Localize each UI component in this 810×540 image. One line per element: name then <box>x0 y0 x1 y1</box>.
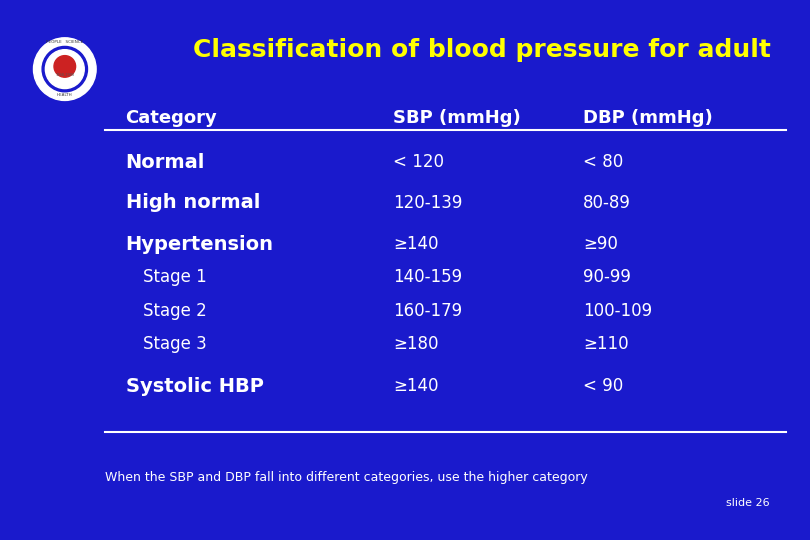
Text: ≥140: ≥140 <box>393 377 438 395</box>
Text: HEALTH: HEALTH <box>57 93 73 97</box>
Text: 160-179: 160-179 <box>393 301 462 320</box>
Text: ≥140: ≥140 <box>393 235 438 253</box>
Text: 80-89: 80-89 <box>583 193 631 212</box>
Text: 100-109: 100-109 <box>583 301 652 320</box>
Text: ≥90: ≥90 <box>583 235 618 253</box>
Text: < 90: < 90 <box>583 377 624 395</box>
Text: ≥110: ≥110 <box>583 335 629 353</box>
Text: High normal: High normal <box>126 193 260 212</box>
Ellipse shape <box>42 46 87 92</box>
Text: 1948-1998: 1948-1998 <box>55 72 75 77</box>
Ellipse shape <box>54 56 75 77</box>
Text: Systolic HBP: Systolic HBP <box>126 376 263 396</box>
Text: 140-159: 140-159 <box>393 268 462 286</box>
Text: When the SBP and DBP fall into different categories, use the higher category: When the SBP and DBP fall into different… <box>105 471 588 484</box>
Text: Classification of blood pressure for adult: Classification of blood pressure for adu… <box>193 38 771 62</box>
Text: Stage 2: Stage 2 <box>143 301 207 320</box>
Text: Normal: Normal <box>126 152 205 172</box>
Text: < 80: < 80 <box>583 153 624 171</box>
Ellipse shape <box>45 50 84 89</box>
Text: Stage 1: Stage 1 <box>143 268 207 286</box>
Text: Hypertension: Hypertension <box>126 234 274 254</box>
Text: Category: Category <box>126 109 217 127</box>
Text: < 120: < 120 <box>393 153 444 171</box>
Text: slide 26: slide 26 <box>726 498 770 508</box>
Text: ≥180: ≥180 <box>393 335 438 353</box>
Text: 90-99: 90-99 <box>583 268 631 286</box>
Ellipse shape <box>33 38 96 100</box>
Text: SBP (mmHg): SBP (mmHg) <box>393 109 521 127</box>
Text: Stage 3: Stage 3 <box>143 335 207 353</box>
Text: 120-139: 120-139 <box>393 193 463 212</box>
Text: DBP (mmHg): DBP (mmHg) <box>583 109 713 127</box>
Text: PEOPLE   SCIENCE: PEOPLE SCIENCE <box>46 40 83 44</box>
